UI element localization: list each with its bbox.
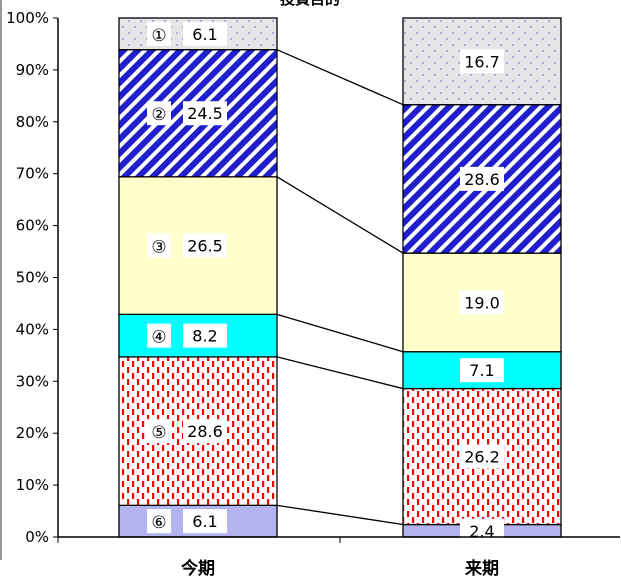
value-label-bg <box>183 233 227 258</box>
value-label: 24.5 <box>187 104 223 123</box>
value-label: 8.2 <box>192 327 217 346</box>
y-tick-label: 60% <box>16 217 49 235</box>
connector-line <box>276 356 404 390</box>
x-category-label: 今期 <box>181 558 215 579</box>
series-marker-bg <box>147 419 171 444</box>
value-label-bg <box>460 358 504 383</box>
series-marker: ④ <box>151 328 166 348</box>
y-tick-label: 80% <box>16 113 49 131</box>
y-tick-label: 50% <box>16 269 49 287</box>
value-label: 7.1 <box>469 361 494 380</box>
value-label: 6.1 <box>192 25 217 44</box>
series-marker: ③ <box>151 238 166 258</box>
value-label-bg <box>183 419 227 444</box>
y-tick-label: 90% <box>16 61 49 79</box>
value-label: 28.6 <box>464 170 500 189</box>
value-label-bg <box>460 166 504 191</box>
series-marker-bg <box>147 233 171 258</box>
connector-line <box>276 176 404 254</box>
series-marker: ⑥ <box>151 513 166 533</box>
series-marker-bg <box>147 21 171 46</box>
value-label-bg <box>183 509 227 534</box>
value-label: 26.5 <box>187 237 223 256</box>
series-marker-bg <box>147 101 171 126</box>
connector-line <box>276 313 404 353</box>
value-label-bg <box>183 101 227 126</box>
connector-lines <box>276 49 404 526</box>
series-marker: ② <box>151 105 166 125</box>
value-label: 16.7 <box>464 52 500 71</box>
y-tick-label: 30% <box>16 372 49 390</box>
value-label-bg <box>460 518 504 543</box>
y-tick-label: 20% <box>16 424 49 442</box>
series-marker: ① <box>151 26 166 46</box>
chart-title: 投資目的 <box>280 0 340 8</box>
value-label: 2.4 <box>469 522 494 541</box>
value-label: 28.6 <box>187 422 223 441</box>
y-tick-label: 70% <box>16 165 49 183</box>
x-axis: 今期 来期 <box>57 536 620 579</box>
y-tick-label: 40% <box>16 320 49 338</box>
connector-line <box>276 504 404 526</box>
value-labels: 6.1 ⑥ 28.6 ⑤ 8.2 ④ 26.5 ③ 24.5 ② 6.1 ① 2.4 26.2 7.1 19.… <box>147 21 504 543</box>
value-label: 26.2 <box>464 448 500 467</box>
x-category-label: 来期 <box>464 558 499 579</box>
bars <box>118 17 562 538</box>
y-axis: 0% 10% 20% 30% 40% 50% 60% 70% 80% 90% 100% <box>6 9 59 546</box>
series-marker-bg <box>147 509 171 534</box>
value-label-bg <box>183 21 227 46</box>
y-tick-label: 10% <box>16 476 49 494</box>
connector-line <box>276 49 404 106</box>
value-label-bg <box>460 290 504 315</box>
value-label-bg <box>460 444 504 469</box>
value-label: 6.1 <box>192 512 217 531</box>
series-marker: ⑤ <box>151 423 166 443</box>
value-label-bg <box>183 323 227 348</box>
series-marker-bg <box>147 323 171 348</box>
value-label: 19.0 <box>464 293 500 312</box>
y-tick-label: 100% <box>6 9 49 27</box>
y-tick-label: 0% <box>25 528 49 546</box>
value-label-bg <box>460 49 504 74</box>
